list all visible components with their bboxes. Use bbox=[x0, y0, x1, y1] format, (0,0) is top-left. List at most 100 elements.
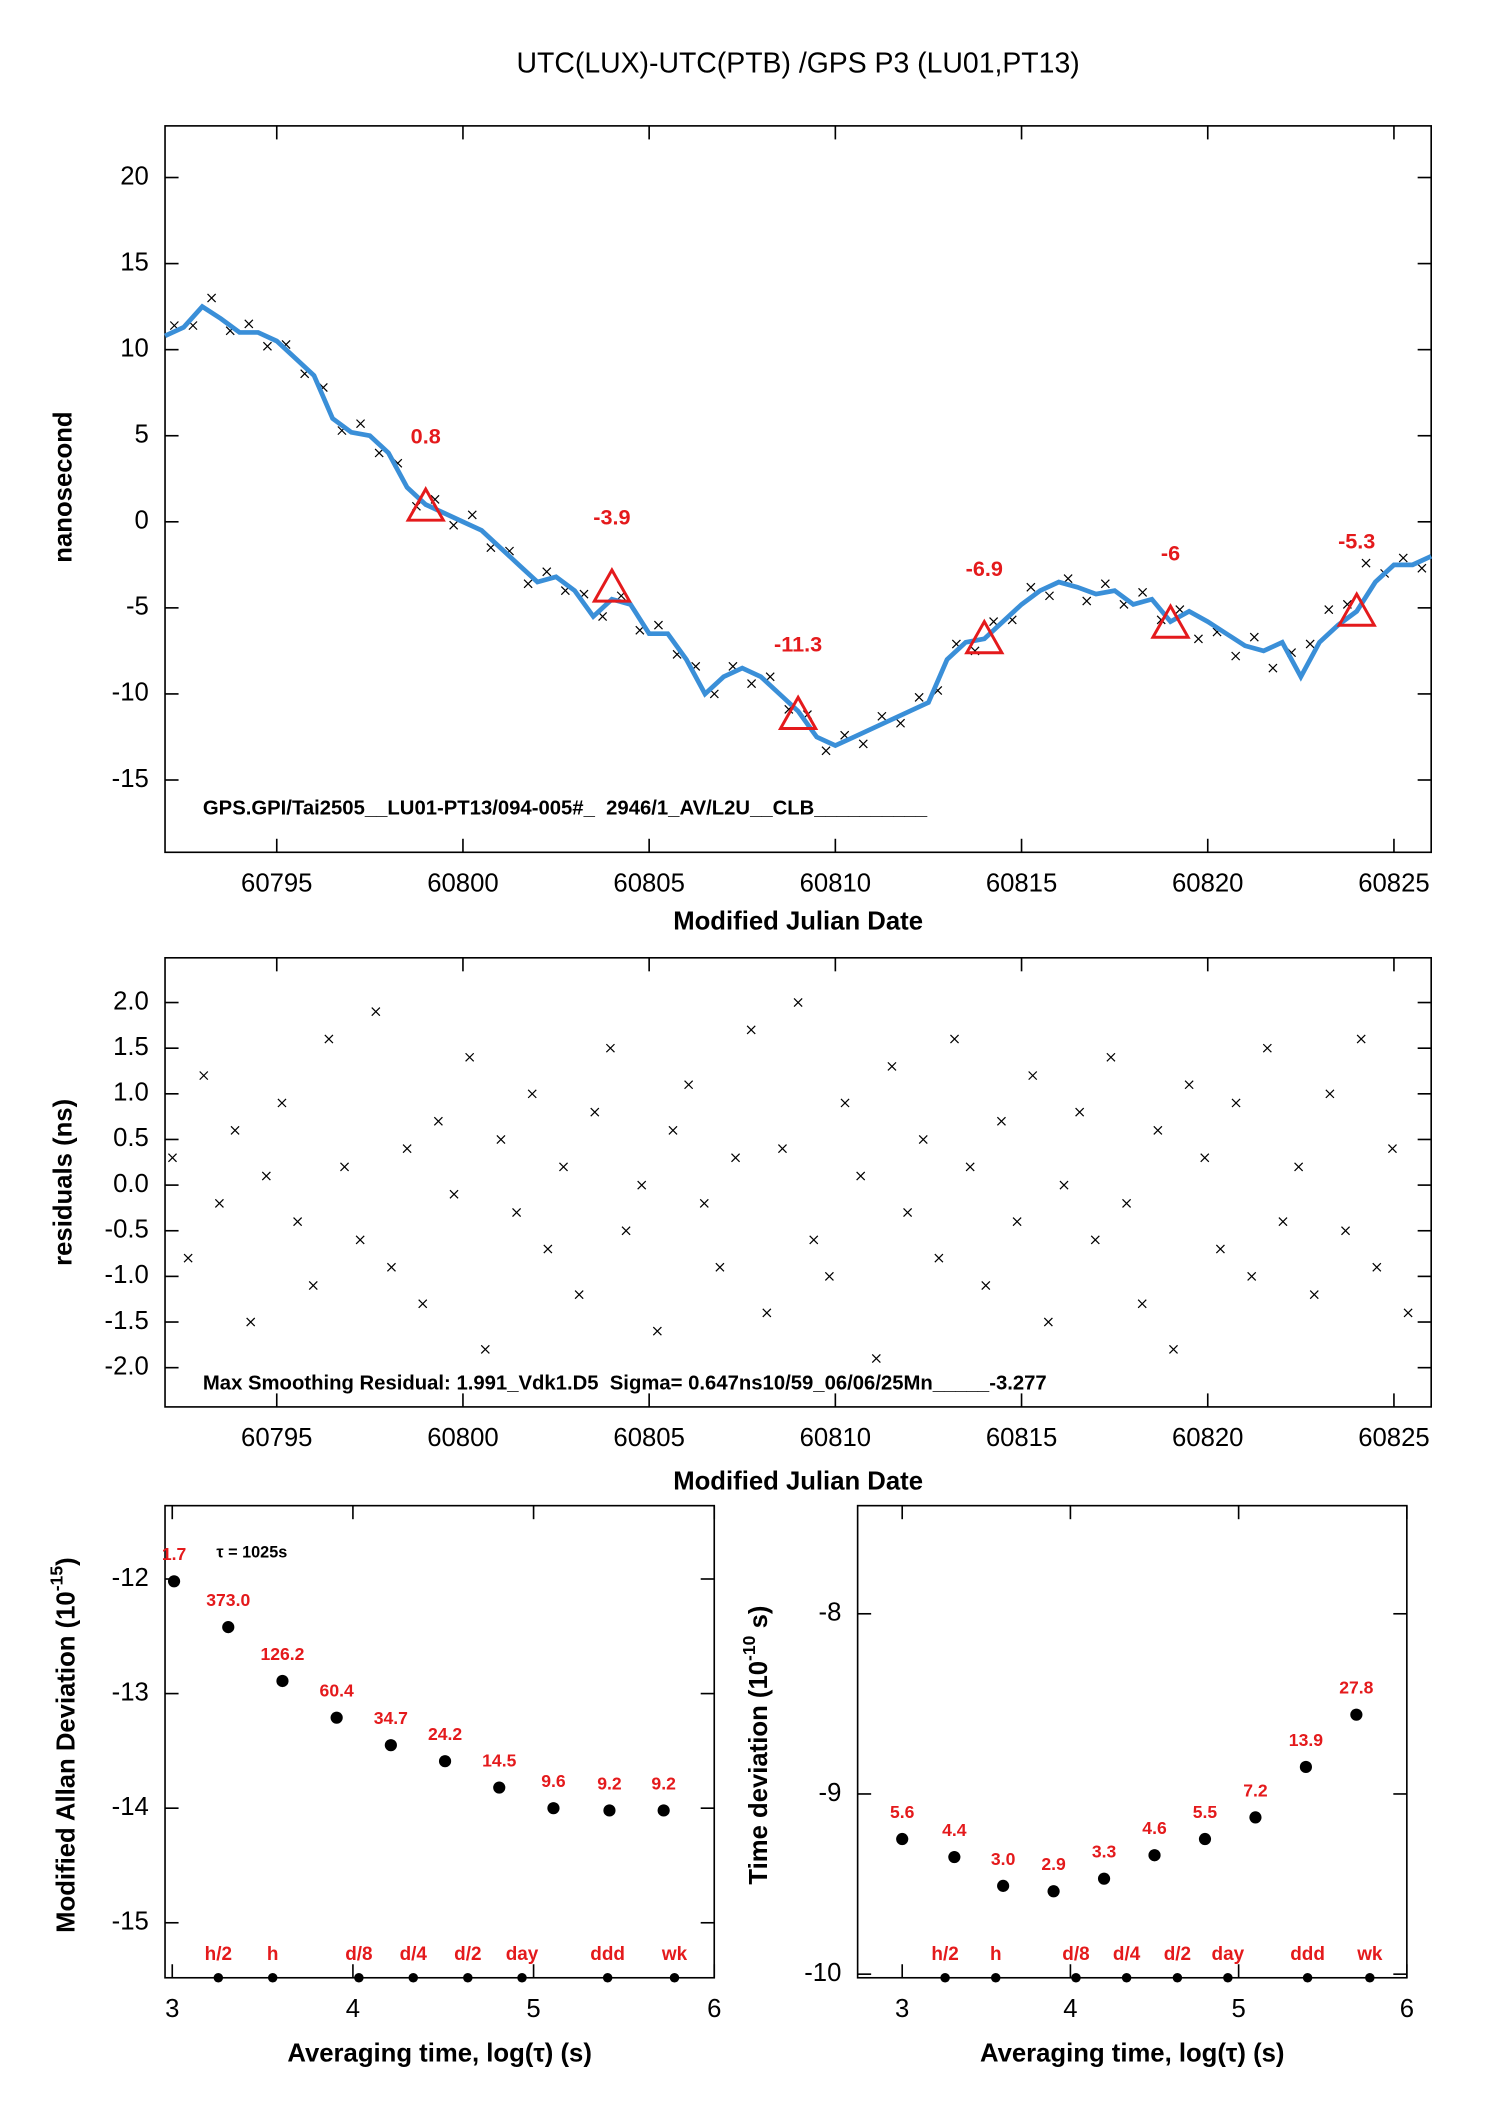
time-mark bbox=[940, 1973, 950, 1983]
time-mark bbox=[990, 1973, 1001, 1983]
x-tick-label: 5 bbox=[1231, 1995, 1245, 2023]
scatter-point bbox=[340, 1162, 350, 1172]
time-mark bbox=[602, 1973, 613, 1983]
scatter-point bbox=[486, 543, 496, 553]
scatter-point bbox=[386, 1262, 396, 1272]
data-point bbox=[1249, 1811, 1262, 1824]
scatter-point bbox=[981, 1281, 991, 1290]
scatter-point bbox=[1247, 1271, 1257, 1281]
y-tick-label: 1.5 bbox=[113, 1033, 149, 1061]
scatter-point bbox=[896, 718, 906, 728]
value-label: -5.3 bbox=[1338, 528, 1375, 553]
scatter-point bbox=[293, 1217, 303, 1227]
scatter-point bbox=[1153, 1125, 1163, 1135]
time-mark-label: h bbox=[267, 1944, 279, 1965]
data-point bbox=[1198, 1832, 1212, 1846]
scatter-point bbox=[1215, 1244, 1225, 1254]
x-tick-label: 60825 bbox=[1358, 1424, 1429, 1452]
x-tick-label: 60820 bbox=[1172, 1424, 1243, 1452]
y-tick-label: 0 bbox=[135, 507, 149, 535]
chart-title: UTC(LUX)-UTC(PTB) /GPS P3 (LU01,PT13) bbox=[517, 48, 1080, 80]
data-point bbox=[167, 1575, 181, 1588]
scatter-point bbox=[887, 1061, 897, 1071]
y-axis-label-part: Time deviation (10 bbox=[745, 1661, 773, 1885]
scatter-point bbox=[1063, 574, 1073, 584]
point-label: 4.4 bbox=[942, 1820, 967, 1840]
data-point bbox=[493, 1781, 506, 1794]
y-tick-label: -12 bbox=[112, 1564, 149, 1592]
y-tick-label: 0.0 bbox=[113, 1170, 149, 1198]
scatter-point bbox=[1268, 663, 1278, 673]
time-mark bbox=[1071, 1973, 1081, 1983]
y-tick-label: 10 bbox=[120, 334, 149, 362]
scatter-point bbox=[1026, 582, 1036, 592]
point-label: 34.7 bbox=[374, 1708, 408, 1728]
time-mark-label: d/4 bbox=[400, 1944, 428, 1965]
scatter-point bbox=[418, 1299, 428, 1309]
scatter-point bbox=[1231, 1098, 1241, 1108]
x-tick-label: 60800 bbox=[427, 870, 498, 898]
scatter-point bbox=[542, 567, 552, 577]
y-tick-label: -2.0 bbox=[105, 1352, 149, 1380]
x-tick-label: 60800 bbox=[427, 1424, 498, 1452]
plot-frame bbox=[164, 956, 1432, 1408]
time-mark-label: day bbox=[506, 1944, 539, 1965]
y-tick-label: -0.5 bbox=[105, 1216, 149, 1244]
x-tick-label: 6 bbox=[707, 1995, 721, 2023]
data-point bbox=[1148, 1849, 1161, 1862]
scatter-point bbox=[621, 1226, 631, 1236]
scatter-point bbox=[1417, 563, 1427, 573]
scatter-point bbox=[731, 1153, 741, 1163]
data-point bbox=[330, 1711, 343, 1724]
scatter-point bbox=[765, 672, 775, 682]
scatter-point bbox=[871, 1354, 881, 1364]
x-axis-label: Modified Julian Date bbox=[673, 1467, 923, 1495]
x-tick-label: 60795 bbox=[241, 870, 312, 898]
data-point bbox=[438, 1755, 452, 1768]
scatter-point bbox=[996, 1116, 1006, 1126]
y-axis-label-part: ) bbox=[52, 1557, 80, 1566]
x-tick-label: 4 bbox=[346, 1995, 360, 2023]
scatter-point bbox=[950, 1034, 960, 1044]
scatter-point bbox=[1082, 596, 1092, 606]
y-tick-label: -15 bbox=[112, 1908, 149, 1936]
annotation: Max Smoothing Residual: 1.991_Vdk1.D5 Si… bbox=[203, 1372, 1047, 1394]
scatter-point bbox=[199, 1071, 209, 1081]
point-label: 126.2 bbox=[260, 1644, 304, 1664]
y-tick-label: -13 bbox=[112, 1678, 149, 1706]
scatter-point bbox=[167, 1153, 177, 1163]
scatter-point bbox=[747, 679, 757, 689]
y-tick-label: 15 bbox=[120, 248, 149, 276]
scatter-point bbox=[230, 1125, 240, 1135]
scatter-point bbox=[523, 579, 533, 589]
y-axis-label-part: Modified Allan Deviation (10 bbox=[52, 1591, 80, 1933]
annotation: GPS.GPI/Tai2505__LU01-PT13/094-005#_ 294… bbox=[203, 797, 928, 819]
data-point bbox=[547, 1802, 560, 1815]
scatter-point bbox=[856, 1171, 866, 1181]
time-mark-label: wk bbox=[661, 1944, 688, 1965]
y-axis-label: nanosecond bbox=[50, 411, 78, 562]
scatter-point bbox=[480, 1344, 490, 1354]
scatter-point bbox=[1044, 591, 1054, 601]
value-label: 0.8 bbox=[411, 423, 441, 448]
scatter-point bbox=[214, 1198, 224, 1208]
time-mark bbox=[354, 1973, 364, 1983]
scatter-point bbox=[324, 1034, 334, 1044]
time-mark-label: day bbox=[1212, 1944, 1245, 1965]
scatter-point bbox=[1137, 1299, 1147, 1309]
data-point bbox=[997, 1879, 1010, 1892]
time-mark-label: d/2 bbox=[1164, 1944, 1191, 1965]
y-axis-label: residuals (ns) bbox=[50, 1099, 78, 1266]
data-point bbox=[222, 1621, 235, 1634]
y-tick-label: 1.0 bbox=[113, 1079, 149, 1107]
scatter-point bbox=[244, 319, 254, 329]
plot-frame bbox=[164, 1504, 716, 1979]
scatter-point bbox=[356, 419, 366, 429]
y-tick-label: 0.5 bbox=[113, 1124, 149, 1152]
scatter-point bbox=[699, 1198, 709, 1208]
y-tick-label: -1.5 bbox=[105, 1307, 149, 1335]
y-axis-label-part: s) bbox=[745, 1606, 773, 1636]
time-mark-label: ddd bbox=[1290, 1944, 1325, 1965]
scatter-point bbox=[777, 1144, 787, 1154]
